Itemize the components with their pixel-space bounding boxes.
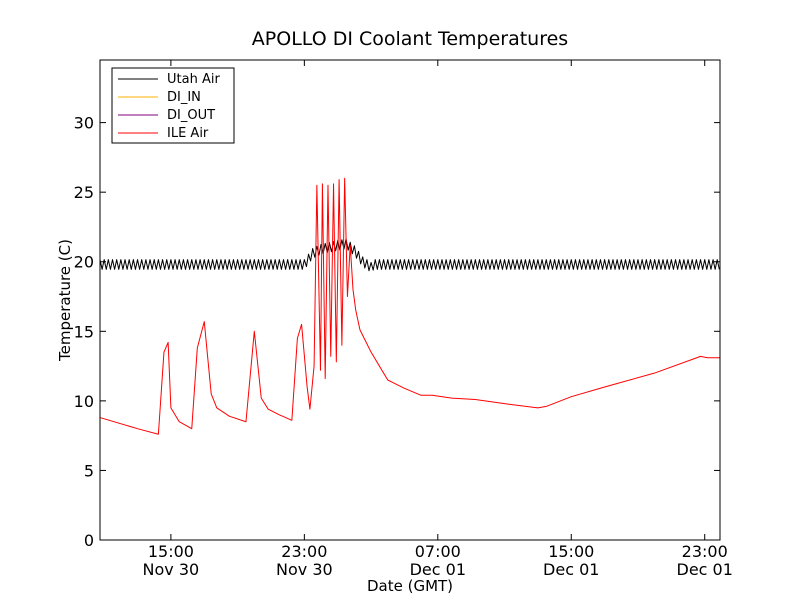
series-line-utah-air (99, 238, 720, 272)
legend-label-di-out: DI_OUT (167, 108, 215, 123)
plot-frame (99, 59, 721, 541)
x-tick-label-time: 23:00 (682, 542, 728, 561)
y-tick-label: 0 (84, 531, 94, 550)
y-tick-label: 30 (74, 114, 94, 133)
x-tick-label-date: Nov 30 (143, 560, 200, 579)
legend-box (111, 67, 235, 144)
legend-label-utah-air: Utah Air (167, 72, 220, 87)
series-layer (99, 177, 720, 435)
y-axis: 0 5 10 15 20 25 30 (74, 114, 720, 550)
y-tick-label: 10 (74, 392, 94, 411)
legend-label-di-in: DI_IN (167, 90, 201, 105)
x-tick-label-date: Dec 01 (410, 560, 466, 579)
x-tick-label-time: 15:00 (148, 542, 194, 561)
x-tick-label-date: Dec 01 (677, 560, 733, 579)
x-tick-label-time: 07:00 (415, 542, 461, 561)
y-tick-label: 20 (74, 253, 94, 272)
x-tick-label-date: Dec 01 (543, 560, 599, 579)
y-tick-label: 15 (74, 322, 94, 341)
x-tick-label-date: Nov 30 (276, 560, 333, 579)
x-axis-title: Date (GMT) (367, 577, 453, 595)
x-tick-label-time: 15:00 (548, 542, 594, 561)
legend-label-ile-air: ILE Air (167, 126, 209, 141)
chart-title: APOLLO DI Coolant Temperatures (252, 28, 568, 50)
y-tick-label: 5 (84, 461, 94, 480)
y-tick-label: 25 (74, 183, 94, 202)
legend: Utah Air DI_IN DI_OUT ILE Air (111, 67, 235, 144)
series-line-ile-air (99, 177, 720, 435)
y-axis-title: Temperature (C) (56, 239, 74, 362)
x-tick-label-time: 23:00 (281, 542, 327, 561)
